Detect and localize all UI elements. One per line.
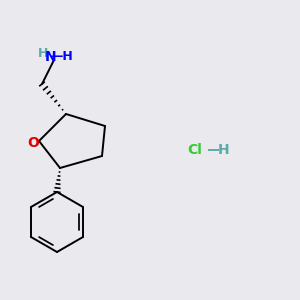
Text: —H: —H — [50, 50, 73, 64]
Text: N: N — [45, 50, 57, 64]
Text: Cl: Cl — [188, 143, 202, 157]
Text: O: O — [28, 136, 40, 150]
Text: H: H — [38, 47, 49, 61]
Text: H: H — [218, 143, 229, 157]
